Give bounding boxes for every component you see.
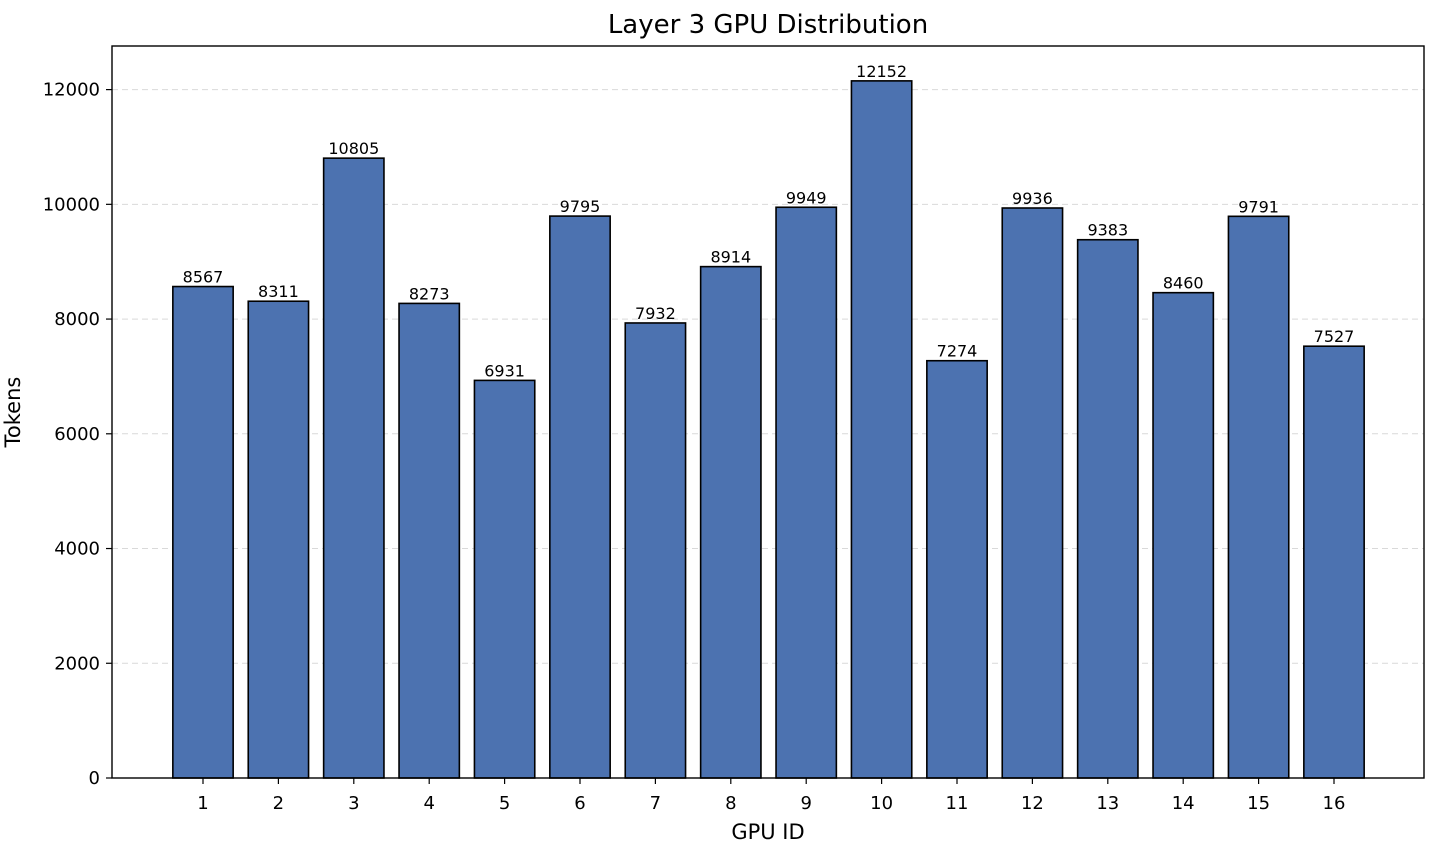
- bar-gpu-15: [1227, 215, 1290, 779]
- bars: [172, 80, 1365, 779]
- bar-gpu-7: [624, 322, 687, 779]
- y-axis-ticks: 0 2000 4000 6000 8000 10000 12000: [43, 80, 112, 789]
- x-tick-label: 2: [273, 793, 284, 814]
- x-tick-label: 15: [1247, 793, 1270, 814]
- y-tick-label: 12000: [43, 80, 100, 101]
- bar-value-label: 9949: [786, 188, 827, 207]
- bar-value-label: 12152: [856, 62, 907, 81]
- bar-value-label: 7932: [635, 304, 676, 323]
- bar-value-label: 9383: [1087, 221, 1128, 240]
- plot-frame: [111, 45, 1425, 779]
- x-tick-label: 10: [870, 793, 893, 814]
- bar-value-label: 7527: [1314, 327, 1355, 346]
- bar-value-label: 8311: [258, 282, 299, 301]
- bar-gpu-5: [473, 379, 536, 779]
- x-tick-label: 1: [197, 793, 208, 814]
- bar-gpu-1: [172, 285, 234, 779]
- bar-gpu-6: [549, 215, 611, 779]
- bar-value-label: 9791: [1238, 197, 1279, 216]
- chart-title: Layer 3 GPU Distribution: [608, 10, 928, 40]
- bar-value-label: 8273: [409, 284, 450, 303]
- x-tick-label: 9: [800, 793, 811, 814]
- x-axis-label: GPU ID: [731, 820, 804, 844]
- bar-gpu-14: [1152, 291, 1215, 779]
- x-tick-label: 7: [650, 793, 661, 814]
- bar-gpu-2: [247, 300, 310, 779]
- y-axis-label: Tokens: [1, 377, 25, 449]
- bar-gpu-11: [926, 359, 988, 779]
- bar-gpu-9: [775, 206, 838, 779]
- bar-value-label: 9936: [1012, 189, 1053, 208]
- bar-gpu-3: [322, 157, 385, 779]
- bar-gpu-8: [699, 265, 762, 779]
- x-tick-label: 6: [574, 793, 585, 814]
- x-axis-ticks: 1 2 3 4 5 6 7 8 9 10 11 12 13 14 15 16: [197, 778, 1345, 814]
- y-tick-label: 0: [89, 768, 100, 789]
- bar-gpu-16: [1303, 345, 1365, 779]
- bar-gpu-10: [850, 80, 913, 779]
- bar-value-label: 9795: [560, 197, 601, 216]
- y-tick-label: 2000: [54, 653, 100, 674]
- x-tick-label: 11: [946, 793, 969, 814]
- x-tick-label: 12: [1021, 793, 1044, 814]
- bar-value-label: 7274: [937, 342, 978, 361]
- x-tick-label: 5: [499, 793, 510, 814]
- bar-value-label: 6931: [484, 361, 525, 380]
- x-tick-label: 16: [1323, 793, 1346, 814]
- x-tick-label: 8: [725, 793, 736, 814]
- y-tick-label: 8000: [54, 309, 100, 330]
- y-tick-label: 10000: [43, 194, 100, 215]
- x-tick-label: 3: [348, 793, 359, 814]
- x-tick-label: 14: [1172, 793, 1195, 814]
- bar-value-label: 8914: [710, 248, 751, 267]
- bar-value-label: 10805: [328, 139, 379, 158]
- bar-gpu-12: [1001, 207, 1064, 779]
- x-tick-label: 4: [423, 793, 434, 814]
- y-tick-label: 6000: [54, 424, 100, 445]
- bar-gpu-4: [398, 302, 461, 779]
- bar-value-label: 8567: [183, 268, 224, 287]
- bar-gpu-13: [1076, 238, 1139, 779]
- x-tick-label: 13: [1096, 793, 1119, 814]
- bar-value-label: 8460: [1163, 274, 1204, 293]
- bar-value-labels: 8567 8311 10805 8273 6931 9795 7932 8914 9949 121…: [183, 62, 1355, 381]
- y-tick-label: 4000: [54, 539, 100, 560]
